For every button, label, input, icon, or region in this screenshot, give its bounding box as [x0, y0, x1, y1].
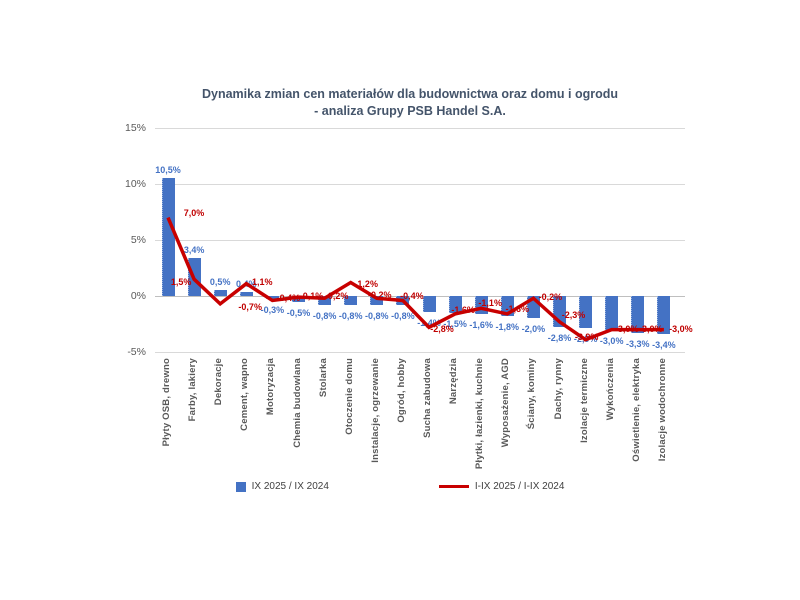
- bar-value-label: 10,5%: [155, 165, 181, 176]
- line-series-label: I-IX 2025 / I-IX 2024: [474, 481, 565, 492]
- legend-item-bar-series: IX 2025 / IX 2024: [235, 481, 329, 492]
- x-axis-category-label: Ogród, hobby: [395, 358, 407, 423]
- x-axis-category-label: Cement, wapno: [239, 358, 251, 431]
- bar-value-label: 3,4%: [183, 244, 205, 255]
- line-value-label: -3,0%: [639, 323, 663, 334]
- line-value-label: -1,6%: [451, 304, 475, 315]
- line-value-label: -3,0%: [614, 323, 639, 334]
- x-axis-category-label: Farby, lakiery: [187, 358, 199, 422]
- bar-value-label: -0,8%: [391, 310, 415, 321]
- gridline-5%: [155, 240, 685, 241]
- y-axis-tick: 5%: [130, 234, 146, 246]
- bar-3: [213, 290, 227, 296]
- chart-title-line1: Dynamika zmian cen materiałów dla budown…: [201, 87, 619, 101]
- y-axis-tick: 0%: [130, 290, 146, 302]
- x-axis-category-label: Otoczenie domu: [343, 358, 355, 435]
- line-value-label: -3,0%: [669, 323, 693, 334]
- line-value-label: -3,9%: [574, 331, 599, 342]
- bar-value-label: -0,8%: [365, 310, 389, 321]
- x-axis-category-label: Płytki, łazienki, kuchnie: [474, 358, 486, 470]
- line-series-swatch: [438, 485, 469, 488]
- line-value-label: -2,8%: [430, 324, 454, 335]
- bar-4: [239, 291, 253, 296]
- x-axis-category-label: Oświetlenie, elektryka: [630, 358, 642, 462]
- bar-value-label: 0,5%: [209, 277, 231, 288]
- x-axis-category-label: Sucha zabudowa: [422, 358, 433, 438]
- line-value-label: -0,4%: [400, 291, 424, 302]
- bar-series-swatch: [235, 481, 246, 492]
- x-axis-category-label: Chemia budowlana: [291, 358, 303, 448]
- line-value-label: -2,3%: [561, 309, 586, 320]
- bar-value-label: -0,5%: [286, 307, 311, 318]
- gridline--5%: [155, 352, 685, 353]
- bar-value-label: -1,6%: [469, 319, 493, 330]
- line-value-label: -0,4%: [276, 293, 301, 304]
- x-axis-category-label: Wykończenia: [604, 358, 616, 421]
- bar-value-label: -3,3%: [626, 338, 650, 349]
- bar-value-label: -0,8%: [338, 310, 363, 321]
- bar-11: [422, 296, 436, 312]
- bar-value-label: -3,4%: [652, 340, 676, 351]
- x-axis-category-label: Izolacje wodochronne: [656, 358, 668, 462]
- line-value-label: -0,2%: [368, 290, 392, 301]
- y-axis-tick: 10%: [124, 178, 146, 190]
- line-value-label: -0,7%: [238, 301, 262, 312]
- line-value-label: 1,5%: [170, 277, 192, 288]
- gridline-10%: [155, 184, 685, 185]
- y-axis-tick: -5%: [127, 346, 146, 358]
- bar-value-label: -1,8%: [495, 322, 520, 333]
- x-axis-category-label: Dachy, rynny: [552, 358, 564, 420]
- line-value-label: 7,0%: [183, 207, 205, 218]
- x-axis-category-label: Ściany, kominy: [526, 358, 538, 430]
- x-axis-category-label: Izolacje termiczne: [578, 358, 590, 443]
- y-axis-tick: 15%: [124, 122, 146, 134]
- chart-title-line2: - analiza Grupy PSB Handel S.A.: [314, 104, 506, 118]
- legend: IX 2025 / IX 2024 I-IX 2025 / I-IX 2024: [0, 481, 800, 492]
- bar-value-label: -3,0%: [599, 335, 624, 346]
- x-axis-category-label: Narzędzia: [448, 358, 460, 405]
- gridline-15%: [155, 128, 685, 129]
- bar-value-label: -2,0%: [521, 324, 546, 335]
- x-axis-category-label: Płyty OSB, drewno: [161, 358, 172, 447]
- x-axis-category-label: Wyposażenie, AGD: [500, 358, 512, 448]
- bar-series-label: IX 2025 / IX 2024: [251, 481, 329, 492]
- line-value-label: -0,1%: [299, 291, 324, 302]
- line-value-label: 1,1%: [252, 276, 273, 287]
- line-value-label: -0,2%: [324, 291, 349, 302]
- chart-title: Dynamika zmian cen materiałów dla budown…: [110, 86, 710, 120]
- bar-value-label: -2,8%: [547, 333, 572, 344]
- line-value-label: -0,2%: [538, 292, 563, 303]
- bar-value-label: -0,8%: [312, 310, 337, 321]
- legend-item-line-series: I-IX 2025 / I-IX 2024: [438, 481, 565, 492]
- x-axis-category-label: Instalacje, ogrzewanie: [369, 358, 381, 463]
- x-axis-category-label: Stolarka: [317, 358, 329, 398]
- x-axis-category-label: Dekoracje: [213, 358, 225, 406]
- line-value-label: 1,2%: [357, 278, 378, 289]
- line-value-label: -1,6%: [505, 303, 530, 314]
- bar-value-label: -0,3%: [260, 305, 285, 316]
- x-axis-category-label: Motoryzacja: [265, 358, 277, 416]
- line-value-label: -1,1%: [478, 298, 502, 309]
